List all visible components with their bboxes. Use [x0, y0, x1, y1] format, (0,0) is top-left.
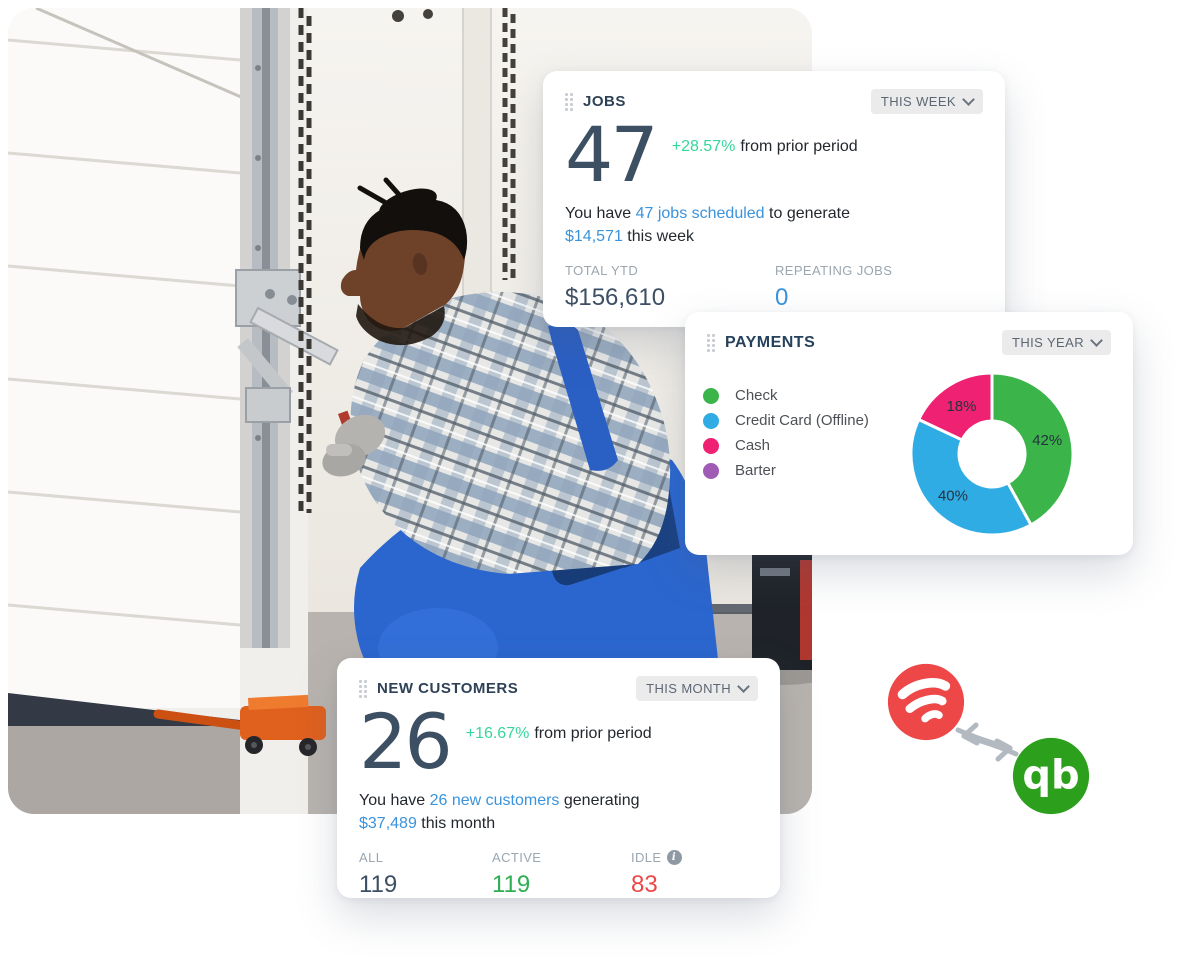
quickbooks-logo: qb [1012, 737, 1090, 815]
field-service-app-logo [887, 663, 965, 741]
legend-item-barter[interactable]: Barter [703, 458, 1111, 483]
garage-door [8, 8, 249, 814]
jobs-summary-text: this week [622, 227, 694, 245]
new-customers-delta: +16.67% from prior period [466, 725, 652, 743]
repeating-jobs-stat: REPEATING JOBS 0 [775, 263, 892, 312]
new-customers-revenue-link[interactable]: $37,489 [359, 814, 417, 832]
jobs-delta-percent: +28.57% [671, 138, 736, 155]
total-ytd-value: $156,610 [565, 283, 666, 311]
payments-widget-card: PAYMENTS THIS YEAR Check Credit Card (Of… [685, 312, 1133, 555]
new-customers-count: 26 [359, 697, 453, 786]
total-ytd-label: TOTAL YTD [565, 262, 639, 278]
active-customers-stat: ACTIVE 119 [492, 850, 631, 899]
jobs-period-value: THIS WEEK [880, 94, 956, 109]
new-customers-delta-percent: +16.67% [465, 725, 530, 742]
new-customers-delta-suffix: from prior period [534, 725, 652, 742]
all-label: ALL [359, 849, 384, 865]
donut-slice-label: 40% [938, 488, 968, 505]
info-icon[interactable]: i [666, 849, 682, 865]
beard [356, 304, 445, 346]
legend-item-cash[interactable]: Cash [703, 433, 1111, 458]
jobs-period-dropdown[interactable]: THIS WEEK [870, 89, 983, 114]
jobs-summary-text: to generate [764, 204, 850, 222]
quickbooks-qb-text: qb [1022, 752, 1079, 798]
legend-item-credit-card[interactable]: Credit Card (Offline) [703, 408, 1111, 433]
jobs-revenue-link[interactable]: $14,571 [565, 227, 623, 245]
new-customers-summary-text: generating [559, 791, 640, 809]
chain-right [502, 8, 516, 280]
payments-period-value: THIS YEAR [1012, 335, 1084, 350]
chevron-down-icon [1090, 334, 1103, 347]
idle-label-text: IDLE [631, 849, 662, 865]
new-customers-summary-text: this month [416, 814, 496, 832]
jobs-scheduled-link[interactable]: 47 jobs scheduled [635, 204, 765, 222]
quickbooks-circle [1012, 737, 1090, 815]
donut-slice-cash[interactable] [917, 371, 994, 442]
idle-customers-stat: IDLE i 83 [631, 849, 682, 899]
jobs-summary: You have 47 jobs scheduled to generate $… [565, 202, 983, 248]
new-customers-widget-card: NEW CUSTOMERS THIS MONTH 26 +16.67% from … [337, 658, 780, 898]
jobs-delta: +28.57% from prior period [672, 138, 858, 156]
chain-left [298, 8, 312, 513]
legend-label: Cash [735, 437, 771, 454]
track-bracket [235, 269, 339, 423]
floor-jack [153, 694, 326, 756]
barter-color-dot [703, 462, 719, 479]
drag-handle-icon[interactable] [359, 679, 367, 698]
ear [412, 253, 428, 275]
chevron-down-icon [962, 93, 975, 106]
idle-label: IDLE i [631, 849, 682, 865]
jobs-delta-suffix: from prior period [740, 138, 858, 155]
new-customers-period-value: THIS MONTH [646, 681, 731, 696]
jobs-card-title: JOBS [583, 93, 626, 110]
payments-legend: Check Credit Card (Offline) Cash Barter [703, 383, 1111, 483]
payments-card-title: PAYMENTS [725, 333, 816, 351]
idle-value: 83 [631, 870, 658, 898]
drag-handle-icon[interactable] [565, 92, 573, 111]
total-ytd-stat: TOTAL YTD $156,610 [565, 263, 775, 312]
all-customers-stat: ALL 119 [359, 850, 492, 899]
drag-handle-icon[interactable] [707, 333, 715, 352]
payments-period-dropdown[interactable]: THIS YEAR [1002, 330, 1111, 355]
chevron-down-icon [737, 680, 750, 693]
donut-slice-credit-card-offline-[interactable] [909, 418, 1033, 537]
active-label: ACTIVE [492, 849, 542, 865]
cash-color-dot [703, 437, 719, 454]
new-customers-period-dropdown[interactable]: THIS MONTH [636, 676, 758, 701]
active-value: 119 [492, 870, 531, 898]
new-customers-card-title: NEW CUSTOMERS [377, 680, 519, 697]
door-track [235, 8, 339, 648]
legend-label: Check [735, 387, 778, 404]
donut-slice-label: 42% [1032, 432, 1062, 449]
topknot [379, 188, 437, 220]
new-customers-summary-text: You have [359, 791, 430, 809]
new-customers-summary: You have 26 new customers generating $37… [359, 789, 758, 835]
jobs-widget-card: JOBS THIS WEEK 47 +28.57% from prior peri… [543, 71, 1005, 327]
payments-donut-chart[interactable]: 42% 40% 18% [906, 368, 1078, 540]
donut-slice-label: 18% [946, 398, 976, 415]
legend-label: Credit Card (Offline) [735, 412, 869, 429]
credit-card-color-dot [703, 412, 719, 429]
sync-arrows-icon [955, 722, 1019, 762]
legend-item-check[interactable]: Check [703, 383, 1111, 408]
jobs-count: 47 [565, 110, 659, 199]
new-customers-link[interactable]: 26 new customers [429, 791, 560, 809]
check-color-dot [703, 387, 719, 404]
repeating-jobs-value[interactable]: 0 [775, 283, 789, 311]
all-value: 119 [359, 870, 398, 898]
legend-label: Barter [735, 462, 776, 479]
jobs-summary-text: You have [565, 204, 636, 222]
repeating-jobs-label: REPEATING JOBS [775, 262, 893, 278]
donut-slice-check[interactable] [990, 371, 1075, 527]
